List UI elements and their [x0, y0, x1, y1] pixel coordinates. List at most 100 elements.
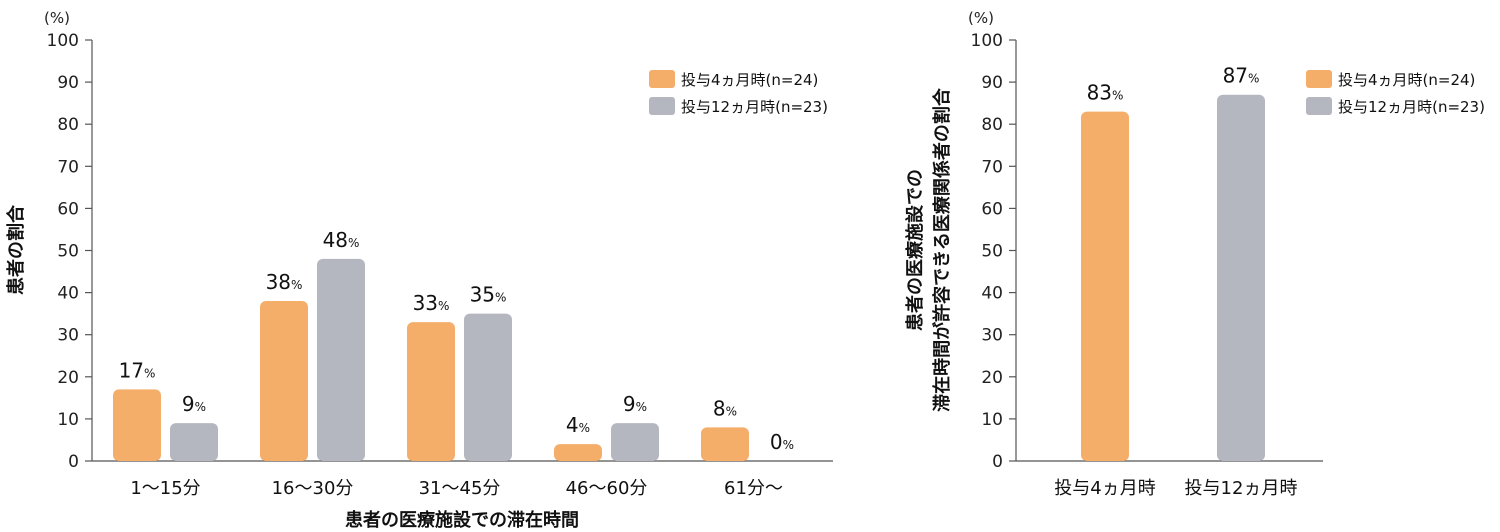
chart-acceptable-time: 0 10 20 30 40 50 60 70 80 90 100 (%) 投与4ヵ月時 投与12ヵ月時 患者… — [904, 9, 1485, 499]
category-group: 31～45分 — [407, 313, 512, 499]
legend-swatch — [1306, 97, 1332, 115]
legend-label: 投与4ヵ月時(n=24) — [681, 71, 818, 89]
legend: 投与4ヵ月時(n=24) 投与12ヵ月時(n=23) — [1306, 70, 1485, 116]
legend-label: 投与12ヵ月時(n=23) — [1338, 98, 1485, 116]
bar — [464, 313, 512, 461]
bar — [317, 258, 365, 461]
y-tick-label: 20 — [57, 368, 79, 388]
category-group: 46～60分 — [554, 423, 659, 499]
y-axis-title-line-1: 患者の医療施設での — [904, 169, 926, 331]
bar — [407, 322, 455, 461]
legend: 投与4ヵ月時(n=24) 投与12ヵ月時(n=23) — [649, 70, 828, 116]
legend-label: 投与12ヵ月時(n=23) — [681, 98, 828, 116]
category-group: 1～15分 — [113, 389, 218, 499]
data-label-value: 35 — [470, 283, 495, 307]
data-label: 17% — [119, 358, 156, 382]
data-label: 9% — [182, 392, 206, 416]
y-tick-label: 10 — [57, 410, 79, 430]
bar — [1217, 94, 1265, 461]
y-axis-title-line-2: 滞在時間が許容できる医療関係者の割合 — [931, 87, 953, 412]
y-tick-label: 40 — [57, 284, 79, 304]
legend-swatch — [649, 97, 675, 115]
y-tick-label: 40 — [981, 284, 1003, 304]
data-label: 83% — [1087, 81, 1124, 105]
category-group: 投与4ヵ月時 — [1054, 111, 1156, 499]
y-tick-label: 0 — [992, 452, 1003, 472]
y-tick-label: 50 — [981, 242, 1003, 262]
data-label: 8% — [713, 396, 737, 420]
y-tick-label: 80 — [981, 115, 1003, 135]
y-axis-title: 患者の割合 — [5, 204, 27, 295]
x-tick-label: 16～30分 — [272, 478, 354, 499]
y-tick-label: 0 — [68, 452, 79, 472]
y-tick-label: 20 — [981, 368, 1003, 388]
data-label-unit: % — [438, 299, 449, 313]
data-label-unit: % — [1248, 72, 1259, 86]
legend-swatch — [649, 70, 675, 88]
bar — [701, 427, 749, 461]
data-label-unit: % — [348, 236, 359, 250]
data-label-unit: % — [783, 438, 794, 452]
x-tick-label: 61分～ — [724, 478, 783, 499]
data-label-value: 38 — [266, 270, 291, 294]
category-group: 投与12ヵ月時 — [1185, 94, 1298, 499]
data-label: 0% — [770, 430, 794, 454]
y-unit-label: (%) — [44, 9, 70, 27]
data-label-value: 9 — [182, 392, 195, 416]
data-label-value: 83 — [1087, 81, 1112, 105]
data-label-value: 17 — [119, 358, 144, 382]
bar — [113, 389, 161, 461]
data-label-unit: % — [636, 400, 647, 414]
bar — [260, 301, 308, 461]
y-tick-label: 80 — [57, 115, 79, 135]
data-label-unit: % — [144, 366, 155, 380]
data-label: 87% — [1223, 64, 1260, 88]
legend-label: 投与4ヵ月時(n=24) — [1338, 71, 1475, 89]
data-label-unit: % — [195, 400, 206, 414]
data-label-value: 8 — [713, 396, 726, 420]
data-label: 35% — [470, 283, 507, 307]
data-label-unit: % — [1112, 89, 1123, 103]
category-group: 16～30分 — [260, 258, 365, 499]
y-tick-label: 90 — [981, 73, 1003, 93]
data-label: 48% — [323, 228, 360, 252]
data-label-value: 48 — [323, 228, 348, 252]
x-tick-label: 46～60分 — [566, 478, 648, 499]
data-label-value: 33 — [413, 291, 438, 315]
y-tick-label: 90 — [57, 73, 79, 93]
y-tick-label: 10 — [981, 410, 1003, 430]
x-tick-label: 投与4ヵ月時 — [1054, 478, 1155, 499]
data-label: 4% — [566, 413, 590, 437]
category-group: 61分～ — [701, 427, 783, 499]
data-label-unit: % — [291, 278, 302, 292]
x-tick-label: 1～15分 — [130, 478, 200, 499]
x-tick-label: 31～45分 — [419, 478, 501, 499]
y-tick-label: 60 — [981, 199, 1003, 219]
data-label-unit: % — [579, 421, 590, 435]
bar — [554, 444, 602, 461]
data-label-unit: % — [495, 291, 506, 305]
data-label-unit: % — [726, 404, 737, 418]
y-tick-label: 70 — [981, 157, 1003, 177]
y-tick-label: 100 — [47, 31, 79, 51]
y-tick-label: 70 — [57, 157, 79, 177]
data-label: 33% — [413, 291, 450, 315]
data-label-value: 9 — [623, 392, 636, 416]
y-tick-label: 100 — [971, 31, 1003, 51]
bar — [1081, 111, 1129, 461]
bar — [170, 423, 218, 461]
data-label-value: 4 — [566, 413, 579, 437]
data-label-value: 87 — [1223, 64, 1248, 88]
data-label-value: 0 — [770, 430, 783, 454]
x-axis-title: 患者の医療施設での滞在時間 — [345, 509, 579, 531]
data-label: 38% — [266, 270, 303, 294]
bar — [611, 423, 659, 461]
legend-swatch — [1306, 70, 1332, 88]
y-tick-label: 50 — [57, 242, 79, 262]
x-tick-label: 投与12ヵ月時 — [1185, 478, 1298, 499]
y-unit-label: (%) — [968, 9, 994, 27]
y-tick-label: 30 — [981, 326, 1003, 346]
